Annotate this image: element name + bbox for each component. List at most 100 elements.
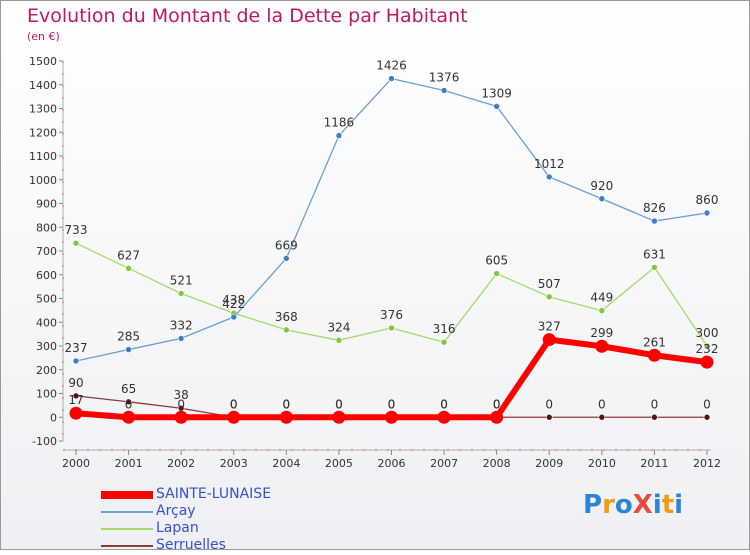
data-point	[125, 265, 132, 272]
y-tick-label: 1500	[29, 55, 57, 68]
data-label: 332	[170, 318, 193, 332]
logo-letter: i	[652, 490, 662, 520]
logo-letter: i	[674, 490, 684, 520]
data-label: 0	[493, 397, 501, 411]
data-point	[72, 392, 80, 400]
data-point	[493, 103, 500, 110]
y-tick-label: 300	[36, 340, 57, 353]
x-tick-label: 2005	[325, 457, 353, 470]
data-label: 1376	[429, 70, 460, 84]
chart-title: Evolution du Montant de la Dette par Hab…	[27, 5, 468, 27]
data-label: 1309	[481, 86, 512, 100]
data-label: 299	[590, 326, 613, 340]
data-label: 1426	[376, 59, 407, 73]
data-point	[542, 333, 556, 347]
data-point	[69, 406, 83, 420]
data-point	[545, 413, 553, 421]
data-label: 631	[643, 247, 666, 261]
data-label: 920	[590, 179, 613, 193]
x-tick-label: 2009	[535, 457, 563, 470]
y-tick-label: 500	[36, 293, 57, 306]
data-label: 0	[283, 397, 291, 411]
data-label: 237	[65, 341, 88, 355]
logo-letter: o	[614, 490, 633, 520]
data-point	[279, 410, 293, 424]
x-tick-label: 2008	[483, 457, 511, 470]
x-tick-label: 2007	[430, 457, 458, 470]
x-tick-label: 2004	[272, 457, 300, 470]
legend-swatch	[101, 491, 153, 499]
logo-letter: t	[661, 490, 675, 520]
data-point	[283, 255, 290, 262]
data-point	[700, 355, 714, 369]
data-point	[651, 413, 658, 421]
data-point	[545, 173, 553, 181]
data-point	[388, 75, 395, 82]
data-point	[122, 410, 136, 424]
data-label: 826	[643, 201, 666, 215]
data-point	[598, 413, 606, 421]
legend-swatch	[101, 528, 153, 530]
y-tick-label: 1400	[29, 79, 57, 92]
data-point	[177, 290, 185, 297]
data-point	[437, 410, 451, 424]
legend-label: Lapan	[156, 520, 199, 536]
data-label: 438	[222, 293, 245, 307]
data-label: 0	[598, 397, 606, 411]
data-point	[440, 87, 448, 94]
legend-swatch	[101, 545, 153, 547]
data-point	[595, 339, 609, 353]
data-label: 368	[275, 310, 298, 324]
data-label: 17	[68, 393, 83, 407]
data-label: 0	[703, 397, 711, 411]
data-label: 0	[493, 397, 501, 411]
data-label: 90	[68, 376, 83, 390]
y-tick-label: 1300	[29, 103, 57, 116]
data-point	[647, 348, 661, 362]
logo-letter: X	[632, 490, 653, 520]
data-label: 0	[125, 397, 133, 411]
data-point	[125, 398, 132, 406]
x-tick-label: 2012	[693, 457, 721, 470]
data-point	[703, 342, 711, 350]
data-point	[388, 324, 395, 332]
data-label: 316	[433, 322, 456, 336]
data-point	[174, 410, 188, 424]
data-point	[335, 132, 343, 139]
data-label: 0	[230, 397, 238, 411]
data-label: 285	[117, 330, 140, 344]
data-label: 0	[545, 397, 553, 411]
y-tick-label: 800	[36, 221, 57, 234]
x-tick-label: 2003	[220, 457, 248, 470]
data-label: 605	[485, 254, 508, 268]
data-point	[332, 410, 346, 424]
data-point	[385, 410, 398, 424]
data-label: 300	[696, 326, 719, 340]
x-tick-label: 2000	[62, 457, 90, 470]
data-label: 324	[327, 320, 350, 334]
y-tick-label: 1100	[29, 150, 57, 163]
data-label: 0	[388, 397, 396, 411]
x-tick-label: 2006	[378, 457, 406, 470]
data-point	[72, 239, 80, 247]
data-label: 627	[117, 248, 140, 262]
data-label: 0	[335, 397, 343, 411]
data-label: 507	[538, 277, 561, 291]
x-tick-label: 2001	[115, 457, 143, 470]
y-tick-label: 900	[36, 198, 57, 211]
data-point	[545, 293, 553, 301]
y-tick-label: 600	[36, 269, 57, 282]
data-point	[335, 336, 343, 344]
y-tick-label: -100	[32, 435, 57, 448]
data-point	[72, 357, 80, 365]
legend-label: SAINTE-LUNAISE	[156, 486, 272, 502]
proxiti-logo: ProXiti	[583, 490, 683, 520]
legend-swatch	[101, 511, 153, 513]
data-label: 521	[170, 274, 193, 288]
data-label: 38	[174, 388, 189, 402]
data-label: 0	[440, 397, 448, 411]
x-tick-label: 2011	[640, 457, 668, 470]
legend-label: Arçay	[156, 503, 196, 519]
data-point	[598, 307, 606, 314]
